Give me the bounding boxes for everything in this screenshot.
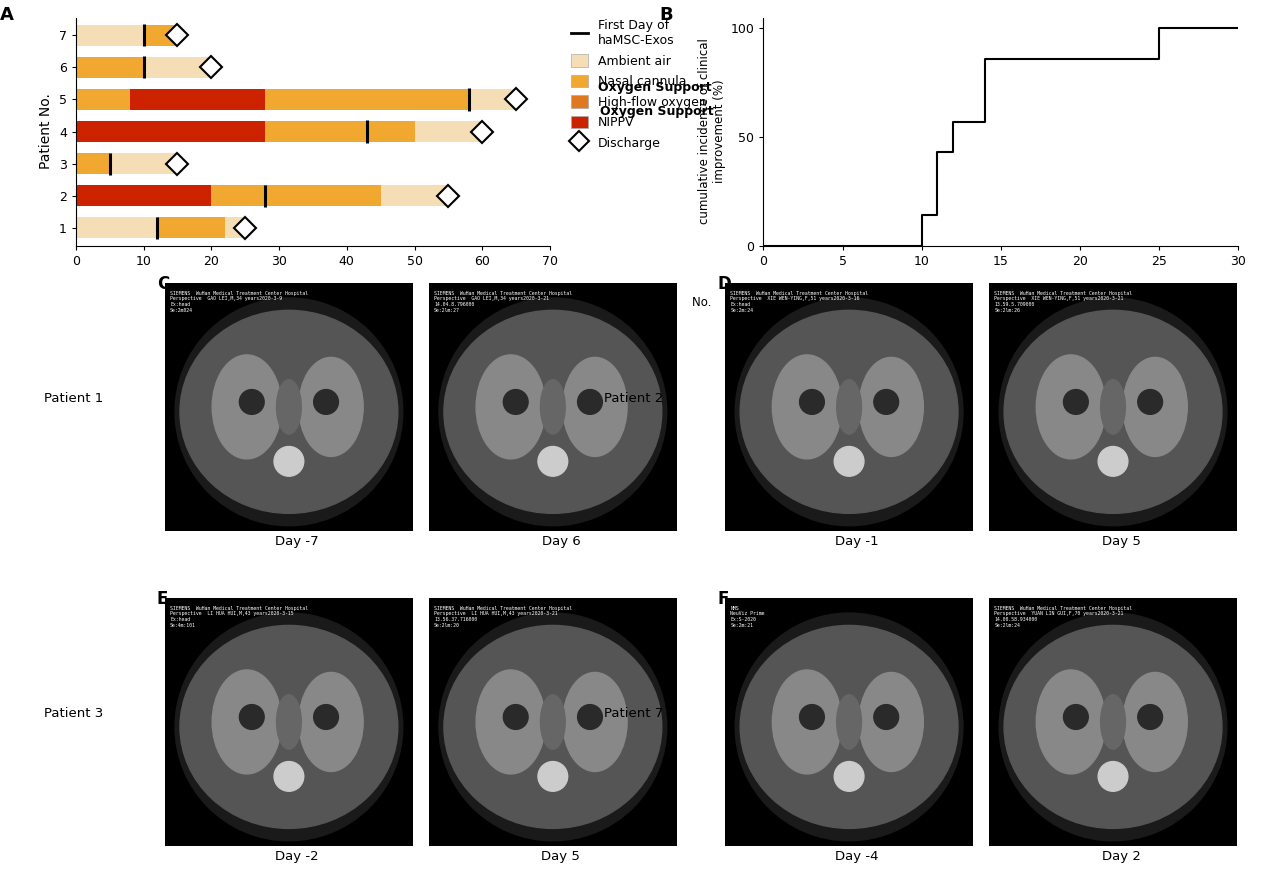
Bar: [380, 185, 448, 206]
Text: Patient 7: Patient 7: [604, 707, 663, 720]
Text: C: C: [157, 275, 169, 293]
Text: A: A: [0, 6, 14, 25]
Text: D: D: [717, 275, 731, 293]
Bar: [110, 153, 177, 175]
Text: 7: 7: [839, 296, 846, 309]
Text: F: F: [717, 589, 729, 608]
Bar: [76, 217, 157, 239]
Text: Oxygen Support: Oxygen Support: [600, 105, 714, 118]
Text: Day -1: Day -1: [835, 535, 879, 547]
Text: 7: 7: [760, 296, 767, 309]
Bar: [211, 185, 380, 206]
Text: 6 4 3: 6 4 3: [907, 296, 936, 309]
Text: 0: 0: [1154, 296, 1162, 309]
Bar: [130, 89, 265, 110]
Text: Day 5: Day 5: [1101, 535, 1140, 547]
Bar: [76, 89, 130, 110]
Bar: [76, 25, 144, 46]
Text: Patient 1: Patient 1: [44, 392, 104, 405]
Bar: [144, 25, 177, 46]
Bar: [76, 57, 144, 78]
Text: Day 6: Day 6: [542, 535, 580, 547]
Text: B: B: [659, 6, 673, 25]
Text: No. at risk: No. at risk: [692, 296, 753, 309]
Bar: [469, 89, 517, 110]
Bar: [265, 121, 414, 142]
Text: 2 1: 2 1: [991, 296, 1010, 309]
Text: Day -2: Day -2: [275, 850, 318, 863]
Text: E: E: [157, 589, 168, 608]
Bar: [76, 185, 211, 206]
Bar: [157, 217, 225, 239]
X-axis label: Days since initiation of nebulization: Days since initiation of nebulization: [889, 273, 1113, 286]
Bar: [144, 57, 211, 78]
Legend: First Day of
haMSC-Exos, Ambient air, Nasal cannula, High-flow oxygen, NIPPV, Di: First Day of haMSC-Exos, Ambient air, Na…: [571, 19, 707, 150]
Text: Day 2: Day 2: [1101, 850, 1140, 863]
Bar: [414, 121, 482, 142]
Text: Day 5: Day 5: [542, 850, 581, 863]
Bar: [225, 217, 245, 239]
X-axis label: Day: Day: [299, 273, 327, 287]
Bar: [76, 121, 265, 142]
Bar: [265, 89, 469, 110]
Y-axis label: Patient No.: Patient No.: [39, 94, 53, 169]
Text: Day -7: Day -7: [275, 535, 318, 547]
Text: Oxygen Support: Oxygen Support: [599, 82, 712, 95]
Text: Patient 2: Patient 2: [604, 392, 663, 405]
Text: Day -4: Day -4: [835, 850, 879, 863]
Bar: [76, 153, 110, 175]
Text: Patient 3: Patient 3: [44, 707, 104, 720]
Y-axis label: cumulative incidence of clinical
improvement (%): cumulative incidence of clinical improve…: [698, 39, 726, 225]
